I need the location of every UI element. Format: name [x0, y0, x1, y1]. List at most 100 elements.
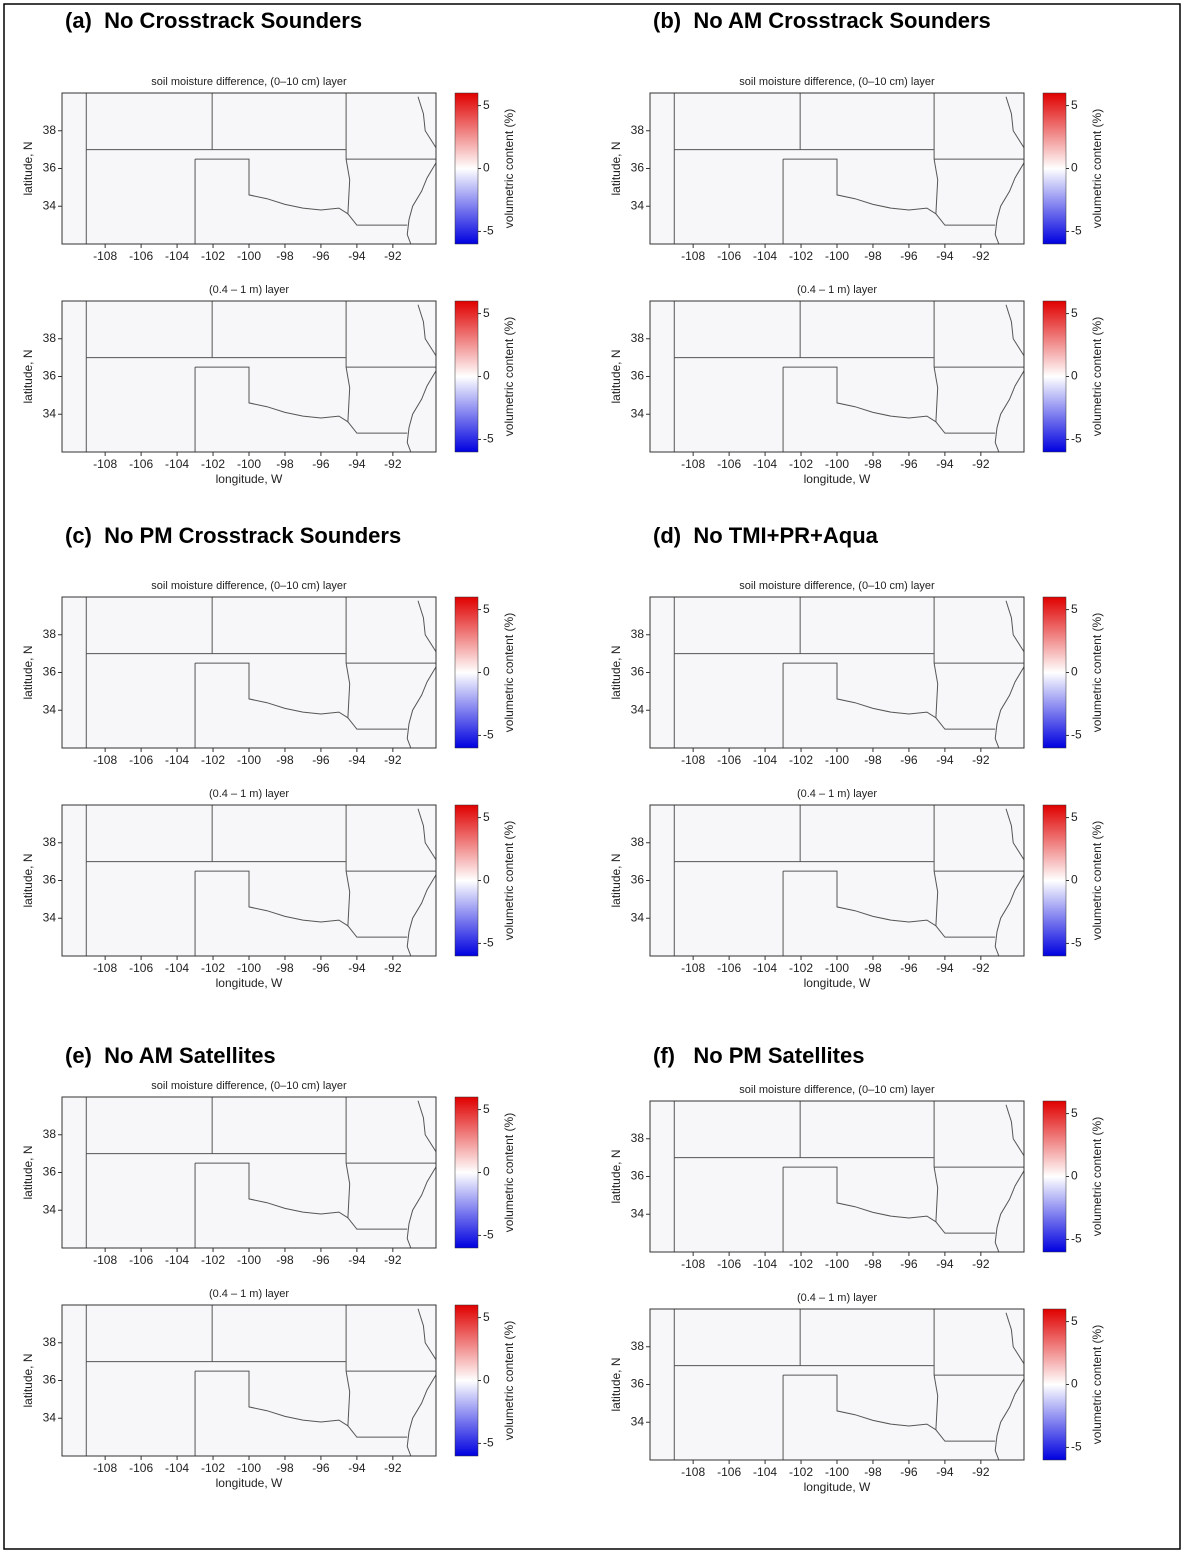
state-border: [406, 162, 437, 245]
state-border: [417, 808, 437, 861]
x-tick-label: -108: [93, 1461, 117, 1475]
state-border: [783, 662, 937, 719]
x-tick-label: -92: [384, 1253, 402, 1267]
x-tick-label: -108: [681, 961, 705, 975]
panel: (f) No PM Satellites soil moisture differ…: [609, 1043, 1104, 1494]
x-tick-label: -96: [312, 1253, 330, 1267]
map-title: soil moisture difference, (0–10 cm) laye…: [151, 580, 347, 592]
x-tick-label: -104: [165, 753, 189, 767]
state-border: [994, 370, 1025, 453]
map-title: soil moisture difference, (0–10 cm) laye…: [151, 76, 347, 88]
x-tick-label: -98: [864, 249, 882, 263]
colorbar-tick-label: 0: [1071, 369, 1078, 383]
colorbar: [454, 804, 479, 957]
colorbar-tick-label: 5: [483, 98, 490, 112]
x-tick-label: -92: [972, 961, 990, 975]
y-axis-label: latitude, N: [21, 1353, 35, 1407]
x-tick-label: -94: [936, 961, 954, 975]
y-tick-label: 36: [43, 1373, 57, 1387]
state-border: [345, 1305, 408, 1438]
x-tick-label: -96: [900, 1465, 918, 1479]
colorbar-tick-label: -5: [483, 432, 494, 446]
x-tick-label: -96: [900, 249, 918, 263]
x-tick-label: -92: [384, 961, 402, 975]
colorbar-tick-label: 5: [483, 810, 490, 824]
colorbar: [1042, 1100, 1067, 1253]
x-tick-label: -96: [900, 457, 918, 471]
state-border: [195, 158, 349, 215]
state-border: [195, 870, 349, 927]
state-border: [195, 1162, 349, 1219]
x-tick-label: -104: [165, 961, 189, 975]
x-tick-label: -94: [348, 753, 366, 767]
panel-title: (e) No AM Satellites: [65, 1043, 276, 1068]
colorbar-label: volumetric content (%): [1090, 821, 1104, 940]
y-tick-label: 38: [631, 627, 645, 641]
colorbar: [454, 92, 479, 245]
y-tick-label: 36: [43, 665, 57, 679]
colorbar-label: volumetric content (%): [1090, 1325, 1104, 1444]
x-tick-label: -104: [165, 457, 189, 471]
x-tick-label: -100: [237, 961, 261, 975]
state-border: [783, 870, 937, 927]
y-tick-label: 36: [631, 1377, 645, 1391]
state-border: [933, 597, 996, 730]
x-tick-label: -102: [201, 1461, 225, 1475]
x-tick-label: -102: [201, 961, 225, 975]
y-tick-label: 36: [631, 1169, 645, 1183]
colorbar-tick-label: 0: [483, 1373, 490, 1387]
x-axis-label: longitude, W: [804, 976, 871, 990]
y-tick-label: 38: [43, 835, 57, 849]
y-tick-label: 34: [43, 1410, 57, 1424]
x-tick-label: -108: [681, 753, 705, 767]
colorbar-label: volumetric content (%): [502, 317, 516, 436]
y-axis-label: latitude, N: [21, 349, 35, 403]
x-tick-label: -96: [312, 249, 330, 263]
colorbar-tick-label: 5: [1071, 602, 1078, 616]
map-title: soil moisture difference, (0–10 cm) laye…: [739, 1084, 935, 1096]
y-tick-label: 36: [631, 665, 645, 679]
panel: (a) No Crosstrack Sounders soil moisture …: [21, 8, 516, 486]
x-tick-label: -94: [348, 457, 366, 471]
state-border: [406, 666, 437, 749]
y-tick-label: 34: [43, 702, 57, 716]
x-tick-label: -106: [129, 249, 153, 263]
state-border: [1005, 1104, 1025, 1157]
x-tick-label: -96: [900, 753, 918, 767]
colorbar: [454, 596, 479, 749]
figure-frame: [3, 3, 1181, 1550]
colorbar-tick-label: -5: [483, 728, 494, 742]
colorbar-tick-label: 5: [1071, 306, 1078, 320]
x-tick-label: -94: [936, 753, 954, 767]
colorbar-tick-label: 0: [1071, 1169, 1078, 1183]
state-border: [933, 1101, 996, 1234]
x-tick-label: -94: [936, 457, 954, 471]
colorbar-tick-label: -5: [1071, 728, 1082, 742]
y-tick-label: 38: [43, 1127, 57, 1141]
x-tick-label: -94: [936, 249, 954, 263]
colorbar-tick-label: 5: [483, 602, 490, 616]
x-tick-label: -108: [681, 457, 705, 471]
colorbar-label: volumetric content (%): [502, 1113, 516, 1232]
x-tick-label: -96: [900, 1257, 918, 1271]
y-tick-label: 34: [43, 198, 57, 212]
x-tick-label: -100: [237, 1461, 261, 1475]
x-tick-label: -94: [348, 961, 366, 975]
x-axis-label: longitude, W: [216, 976, 283, 990]
y-axis-label: latitude, N: [609, 1357, 623, 1411]
x-tick-label: -100: [825, 1257, 849, 1271]
x-tick-label: -106: [717, 961, 741, 975]
colorbar: [1042, 804, 1067, 957]
x-tick-label: -102: [201, 753, 225, 767]
map-title: soil moisture difference, (0–10 cm) laye…: [151, 1080, 347, 1092]
panel-title: (d) No TMI+PR+Aqua: [653, 523, 879, 548]
panel-title: (c) No PM Crosstrack Sounders: [65, 523, 401, 548]
colorbar: [1042, 300, 1067, 453]
map-title: soil moisture difference, (0–10 cm) laye…: [739, 76, 935, 88]
state-border: [933, 805, 996, 938]
colorbar-label: volumetric content (%): [1090, 109, 1104, 228]
x-tick-label: -92: [972, 457, 990, 471]
state-border: [195, 662, 349, 719]
state-border: [417, 96, 437, 149]
x-tick-label: -98: [864, 1465, 882, 1479]
